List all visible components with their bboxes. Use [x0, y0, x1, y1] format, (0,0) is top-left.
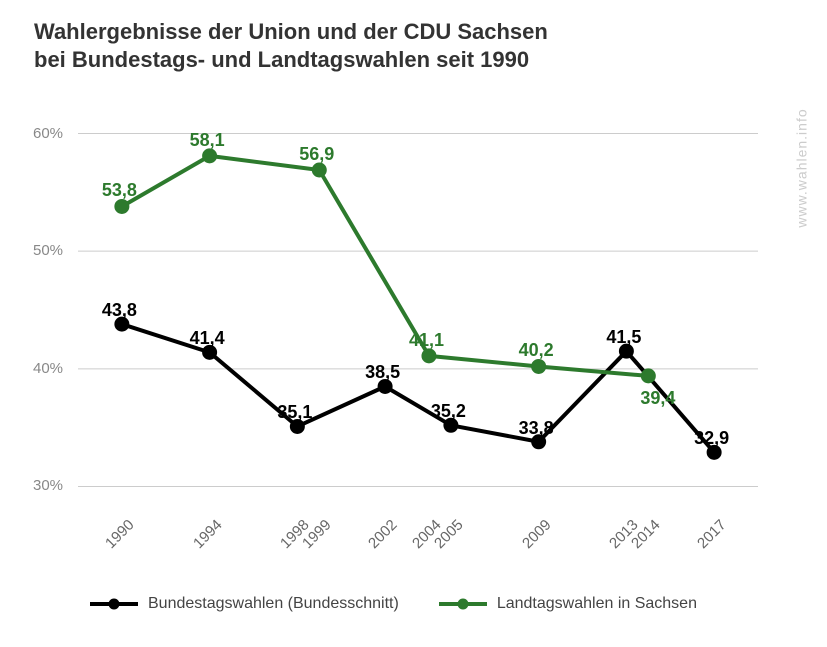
data-label: 35,2	[431, 401, 466, 422]
y-tick-label: 50%	[33, 242, 63, 259]
legend-label-landtag: Landtagswahlen in Sachsen	[497, 595, 697, 613]
legend-label-bundestag: Bundestagswahlen (Bundesschnitt)	[148, 595, 399, 613]
data-label: 39,4	[640, 388, 675, 409]
data-label: 35,1	[277, 402, 312, 423]
y-tick-label: 30%	[33, 477, 63, 494]
data-label: 38,5	[365, 362, 400, 383]
legend-swatch-landtag	[439, 602, 487, 606]
legend-item-landtag: Landtagswahlen in Sachsen	[439, 595, 697, 613]
y-tick-label: 40%	[33, 360, 63, 377]
legend-item-bundestag: Bundestagswahlen (Bundesschnitt)	[90, 595, 399, 613]
data-label: 58,1	[190, 130, 225, 151]
data-label: 41,4	[190, 328, 225, 349]
chart-container: Wahlergebnisse der Union und der CDU Sac…	[0, 0, 827, 647]
legend-swatch-bundestag	[90, 602, 138, 606]
data-label: 43,8	[102, 300, 137, 321]
data-label: 32,9	[694, 428, 729, 449]
y-tick-label: 60%	[33, 125, 63, 142]
chart-plot	[0, 0, 827, 647]
legend: Bundestagswahlen (Bundesschnitt) Landtag…	[90, 595, 697, 613]
data-label: 41,5	[606, 327, 641, 348]
data-label: 41,1	[409, 330, 444, 351]
legend-marker-landtag	[457, 599, 468, 610]
data-label: 53,8	[102, 180, 137, 201]
data-label: 33,8	[519, 418, 554, 439]
legend-marker-bundestag	[109, 599, 120, 610]
data-label: 56,9	[299, 144, 334, 165]
data-label: 40,2	[519, 340, 554, 361]
